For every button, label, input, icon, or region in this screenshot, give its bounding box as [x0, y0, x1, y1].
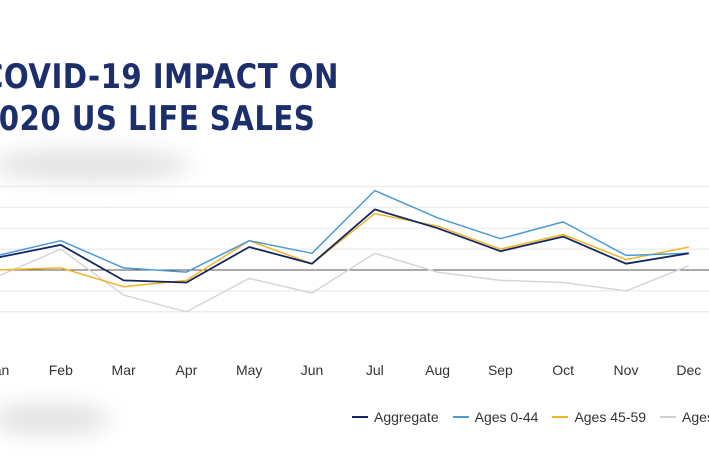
- x-tick-label: Feb: [49, 362, 73, 378]
- chart-title-line-2: 2020 US LIFE SALES: [0, 99, 316, 139]
- legend-swatch-ages-0-44: [452, 416, 469, 418]
- series-line-ages-60: [0, 248, 690, 313]
- x-tick-label: Mar: [112, 362, 136, 378]
- legend-swatch-ages-60-plus: [660, 416, 677, 418]
- legend-item-aggregate: Aggregate: [352, 409, 439, 425]
- blurred-text-placeholder: [0, 402, 110, 436]
- chart-title-line-1: COVID-19 IMPACT ON: [0, 57, 339, 97]
- grid-lines: [0, 185, 709, 313]
- legend-label: Ages 45-59: [574, 409, 647, 425]
- legend-swatch-aggregate: [352, 416, 368, 418]
- series-lines: [0, 189, 690, 313]
- x-tick-label: Sep: [488, 362, 513, 378]
- x-tick-label: Nov: [614, 362, 639, 378]
- series-line-aggregate: [0, 208, 689, 284]
- legend-label: Aggregate: [374, 409, 439, 425]
- legend-item-ages-60-plus: Ages 60+: [660, 409, 709, 425]
- x-tick-label: Aug: [425, 362, 450, 378]
- x-tick-label: Apr: [176, 362, 198, 378]
- x-tick-label: Jul: [366, 362, 384, 378]
- x-tick-label: Dec: [676, 362, 701, 378]
- chart-title: COVID-19 IMPACT ON 2020 US LIFE SALES: [0, 56, 340, 140]
- legend-label: Ages 0-44: [474, 409, 539, 425]
- series-line-ages-0-44: [0, 189, 689, 273]
- series-line-ages-45-59: [0, 212, 689, 288]
- legend-label: Ages 60+: [682, 409, 709, 425]
- x-tick-label: Jun: [301, 362, 324, 378]
- x-tick-label: May: [236, 362, 262, 378]
- x-tick-label: Jan: [0, 362, 9, 378]
- legend-item-ages-45-59: Ages 45-59: [552, 409, 646, 425]
- x-tick-label: Oct: [552, 362, 574, 378]
- x-axis-tick-labels: Jan Feb Mar Apr May Jun Jul Aug Sep Oct Nov Dec: [0, 362, 701, 378]
- blurred-text-placeholder: [0, 148, 190, 182]
- legend-swatch-ages-45-59: [552, 416, 569, 418]
- legend-item-ages-0-44: Ages 0-44: [452, 409, 539, 425]
- chart-legend: Aggregate Ages 0-44 Ages 45-59 Ages 60+: [352, 409, 709, 425]
